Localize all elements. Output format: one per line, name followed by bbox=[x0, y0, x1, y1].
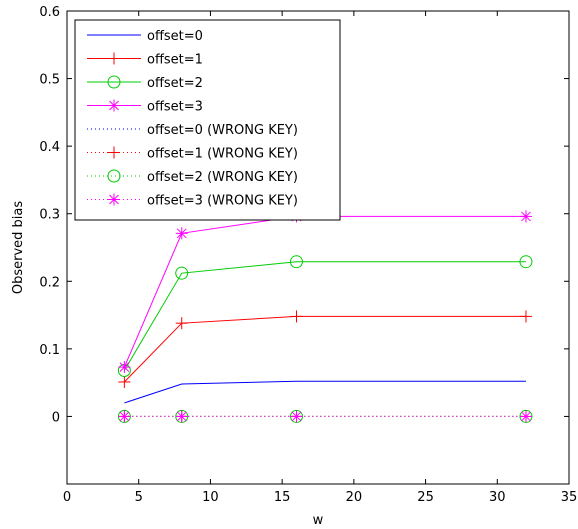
data-point bbox=[519, 255, 533, 269]
data-point bbox=[118, 375, 131, 388]
x-tick-label: 5 bbox=[135, 490, 143, 505]
legend-marker bbox=[107, 169, 121, 183]
series-1 bbox=[118, 310, 532, 388]
legend-item: offset=1 bbox=[87, 52, 203, 68]
legend-item: offset=3 (WRONG KEY) bbox=[87, 193, 298, 209]
legend-item: offset=0 bbox=[87, 29, 203, 44]
x-tick-label: 30 bbox=[489, 490, 506, 505]
legend-item: offset=2 bbox=[87, 75, 203, 91]
legend-label: offset=1 (WRONG KEY) bbox=[147, 147, 298, 162]
series-line bbox=[124, 315, 526, 383]
series-7 bbox=[118, 410, 532, 423]
legend: offset=0 offset=1 offset=2 offset=3 offset=0… bbox=[74, 19, 341, 221]
x-tick-label: 35 bbox=[561, 490, 578, 505]
data-point bbox=[118, 410, 131, 423]
data-point bbox=[175, 317, 188, 330]
legend-marker bbox=[108, 193, 120, 206]
series-line bbox=[123, 215, 526, 368]
data-point bbox=[175, 227, 188, 240]
legend-label: offset=0 (WRONG KEY) bbox=[147, 123, 298, 138]
legend-label: offset=2 (WRONG KEY) bbox=[147, 170, 298, 185]
data-point bbox=[519, 310, 532, 323]
series-layer bbox=[117, 210, 533, 423]
data-point bbox=[175, 266, 189, 280]
legend-item: offset=0 (WRONG KEY) bbox=[87, 123, 298, 138]
series-0 bbox=[124, 380, 526, 404]
y-axis-label: Observed bias bbox=[11, 201, 26, 295]
data-point bbox=[175, 410, 188, 423]
data-point bbox=[118, 361, 131, 374]
data-point bbox=[519, 410, 532, 423]
legend-item: offset=1 (WRONG KEY) bbox=[87, 146, 298, 162]
legend-label: offset=1 bbox=[147, 53, 203, 68]
x-tick-label: 10 bbox=[202, 490, 219, 505]
x-axis-label: w bbox=[313, 513, 324, 528]
data-point bbox=[290, 410, 303, 423]
x-tick-label: 20 bbox=[346, 490, 363, 505]
series-line bbox=[124, 380, 526, 404]
x-tick-label: 0 bbox=[63, 490, 71, 505]
y-tick-label: 0.3 bbox=[39, 208, 60, 223]
series-line bbox=[123, 261, 526, 371]
y-tick-label: 0.1 bbox=[39, 343, 60, 358]
legend-label: offset=3 (WRONG KEY) bbox=[147, 194, 298, 209]
y-tick-label: 0.5 bbox=[39, 73, 60, 88]
data-point bbox=[290, 310, 303, 323]
legend-marker bbox=[108, 99, 120, 112]
legend-marker bbox=[108, 146, 120, 159]
y-tick-label: 0 bbox=[52, 410, 60, 425]
x-tick-label: 25 bbox=[417, 490, 434, 505]
data-point bbox=[289, 255, 303, 269]
legend-label: offset=3 bbox=[147, 100, 203, 115]
legend-label: offset=0 bbox=[147, 29, 203, 44]
legend-label: offset=2 bbox=[147, 76, 203, 91]
axes-layer: 0 5 10 15 20 25 30 35 0 0.1 0.2 0.3 0.4 0.5 0.6 bbox=[39, 5, 577, 505]
data-point bbox=[519, 210, 532, 223]
legend-marker bbox=[107, 75, 121, 89]
y-tick-label: 0.6 bbox=[39, 5, 60, 20]
y-tick-label: 0.4 bbox=[39, 140, 60, 155]
legend-item: offset=2 (WRONG KEY) bbox=[87, 169, 298, 185]
legend-marker bbox=[108, 52, 120, 65]
legend-box bbox=[74, 19, 341, 221]
legend-item: offset=3 bbox=[87, 99, 203, 115]
x-tick-label: 15 bbox=[274, 490, 291, 505]
y-tick-label: 0.2 bbox=[39, 275, 60, 290]
